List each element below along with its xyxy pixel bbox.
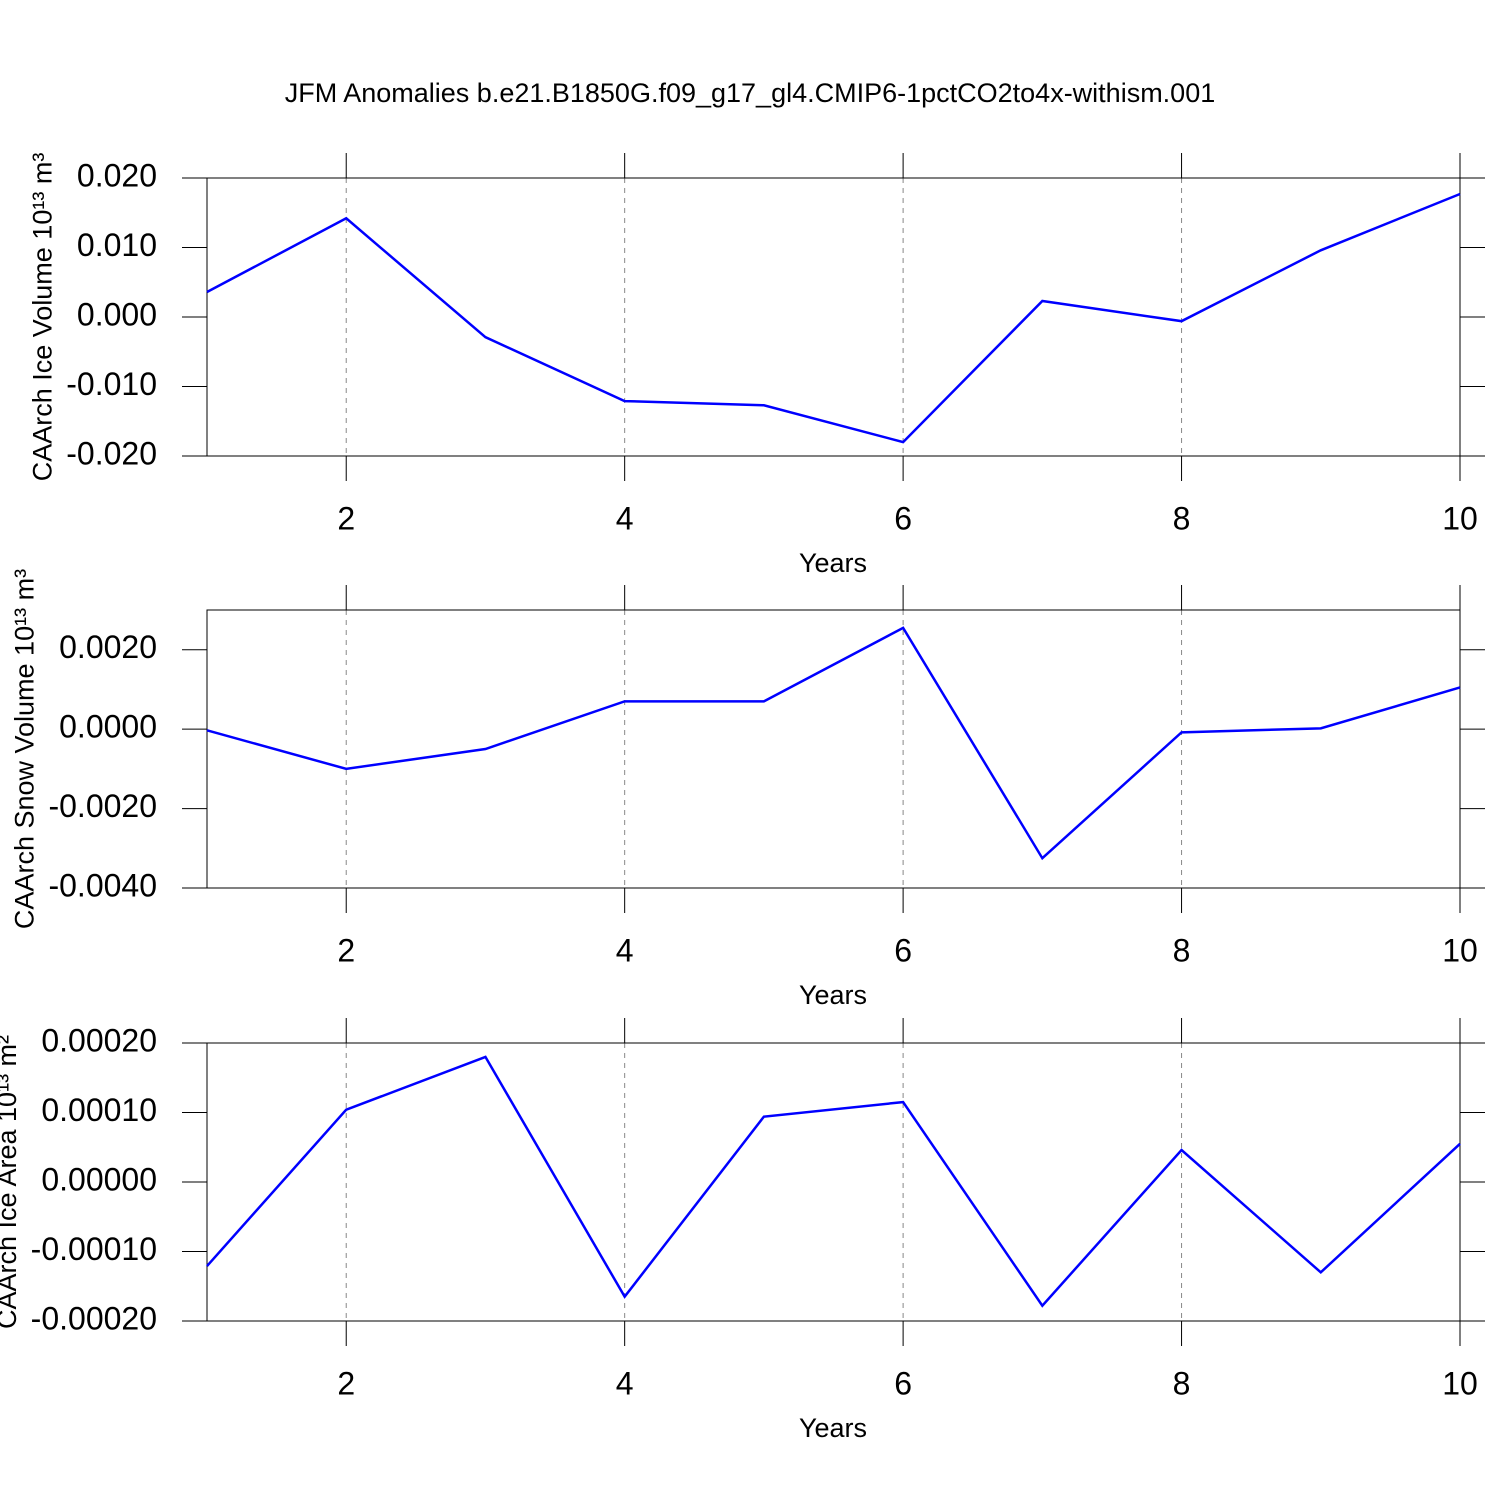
data-line: [206, 1055, 1461, 1308]
data-line: [206, 192, 1461, 444]
data-line: [206, 626, 1461, 861]
x-tick-label: 10: [1442, 500, 1478, 536]
x-tick-label: 2: [337, 1365, 355, 1401]
x-tick-label: 8: [1173, 500, 1191, 536]
y-tick-label: 0.00000: [41, 1161, 157, 1197]
x-axis-label: Years: [799, 980, 867, 1010]
x-tick-label: 8: [1173, 1365, 1191, 1401]
y-axis-label: CAArch Ice Volume 10¹³ m³: [27, 153, 57, 482]
plot-frame: [206, 177, 1461, 457]
y-tick-label: 0.0020: [59, 629, 157, 665]
x-tick-label: 4: [616, 932, 634, 968]
y-axis-label: CAArch Ice Area 10¹³ m²: [0, 1035, 22, 1329]
plot-frame: [206, 1042, 1461, 1322]
y-tick-label: 0.00010: [41, 1092, 157, 1128]
plot-frame: [206, 609, 1461, 889]
y-tick-label: 0.0000: [59, 709, 157, 745]
y-tick-label: 0.010: [77, 227, 157, 263]
x-tick-label: 4: [616, 500, 634, 536]
y-tick-label: -0.00010: [31, 1231, 157, 1267]
x-tick-label: 8: [1173, 932, 1191, 968]
x-tick-label: 6: [894, 1365, 912, 1401]
y-tick-label: -0.0040: [48, 867, 157, 903]
x-tick-label: 6: [894, 932, 912, 968]
chart-title: JFM Anomalies b.e21.B1850G.f09_g17_gl4.C…: [285, 78, 1216, 108]
x-tick-label: 4: [616, 1365, 634, 1401]
y-tick-label: -0.020: [66, 435, 157, 471]
y-tick-label: 0.020: [77, 157, 157, 193]
x-tick-label: 10: [1442, 1365, 1478, 1401]
x-tick-label: 6: [894, 500, 912, 536]
y-tick-label: -0.0020: [48, 788, 157, 824]
y-tick-label: -0.00020: [31, 1300, 157, 1336]
x-axis-label: Years: [799, 1413, 867, 1443]
x-tick-label: 2: [337, 500, 355, 536]
y-axis-label: CAArch Snow Volume 10¹³ m³: [10, 569, 40, 929]
x-tick-label: 2: [337, 932, 355, 968]
y-tick-label: 0.00020: [41, 1022, 157, 1058]
y-tick-label: -0.010: [66, 366, 157, 402]
x-axis-label: Years: [799, 548, 867, 578]
y-tick-label: 0.000: [77, 296, 157, 332]
x-tick-label: 10: [1442, 932, 1478, 968]
